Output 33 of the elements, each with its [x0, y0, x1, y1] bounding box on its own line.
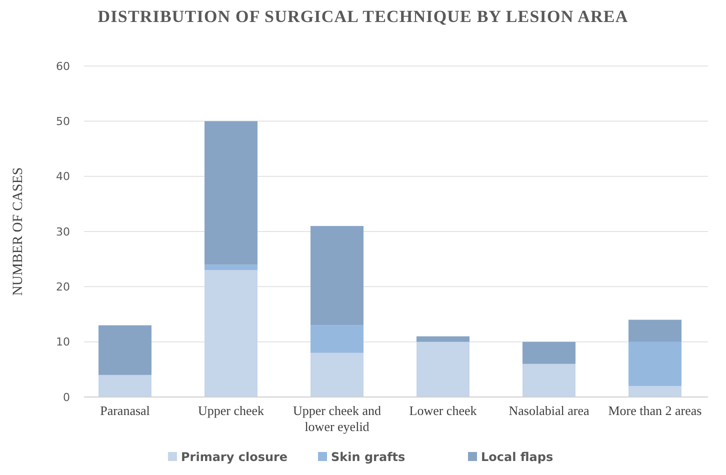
bar: [416, 342, 470, 397]
bar: [628, 320, 682, 342]
legend-label: Skin grafts: [331, 450, 406, 464]
y-tick-label: 50: [56, 115, 70, 128]
bar: [204, 121, 258, 265]
y-tick-label: 0: [63, 390, 70, 404]
bar: [310, 226, 364, 326]
x-tick-label: Upper cheek: [198, 403, 265, 418]
bar: [204, 270, 258, 397]
y-tick-label: 20: [56, 280, 70, 294]
bar: [522, 364, 576, 397]
x-tick-label: Paranasal: [100, 403, 150, 418]
y-tick-label: 10: [56, 336, 70, 349]
y-tick-label: 60: [56, 60, 70, 73]
bar: [204, 264, 258, 270]
x-tick-label: More than 2 areas: [608, 403, 702, 418]
bar: [628, 342, 682, 386]
bar: [310, 352, 364, 397]
x-tick-label: Nasolabial area: [508, 403, 590, 418]
bar: [628, 386, 682, 397]
y-axis-title: NUMBER OF CASES: [11, 167, 26, 296]
legend-label: Primary closure: [181, 450, 288, 464]
bar: [416, 336, 470, 342]
chart-title: DISTRIBUTION OF SURGICAL TECHNIQUE BY LESION AREA: [98, 7, 628, 26]
bar: [98, 325, 152, 375]
y-tick-label: 40: [56, 170, 70, 184]
bar: [310, 325, 364, 353]
x-tick-label: Lower cheek: [409, 403, 478, 418]
bar: [98, 374, 152, 397]
legend-label: Local flaps: [481, 450, 554, 464]
y-tick-label: 30: [56, 225, 70, 238]
x-tick-label: Upper cheek and lower eyelid: [292, 403, 382, 434]
bar: [522, 342, 576, 364]
